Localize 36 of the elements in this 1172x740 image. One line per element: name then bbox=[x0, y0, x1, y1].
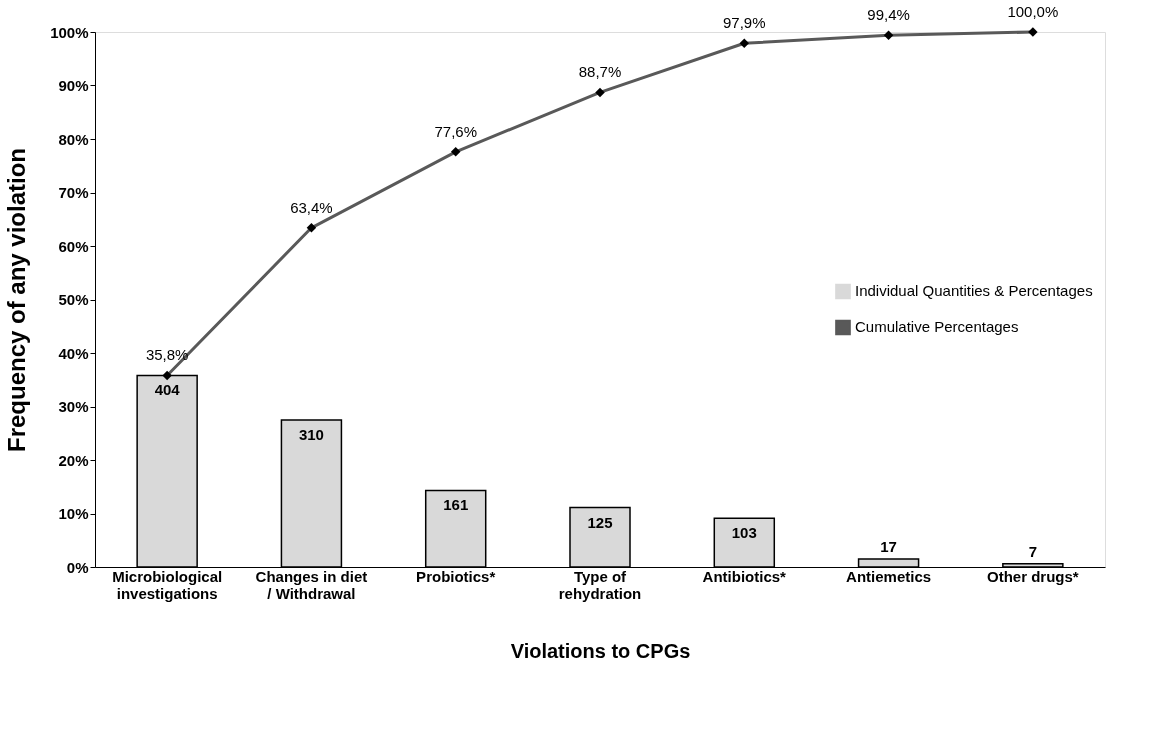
annotation: 161 bbox=[443, 496, 469, 514]
x-tick-label: Antibiotics* bbox=[702, 567, 787, 585]
annotation: 7 bbox=[1028, 542, 1038, 560]
x-tick-label: Probiotics* bbox=[416, 567, 496, 585]
y-tick-label: 70% bbox=[58, 184, 89, 201]
data-label: 100,0% bbox=[1007, 3, 1059, 20]
x-tick-label: Microbiological investigations bbox=[112, 567, 223, 602]
legend-label: Cumulative Percentages bbox=[855, 318, 1019, 336]
y-tick-label: 20% bbox=[58, 451, 89, 469]
annotation: 125 bbox=[587, 513, 613, 531]
y-tick-label: 40% bbox=[58, 344, 89, 362]
y-tick-label: 0% bbox=[66, 558, 89, 576]
y-tick-label: 100% bbox=[50, 23, 89, 41]
annotation: 103 bbox=[731, 524, 757, 542]
y-tick-label: 50% bbox=[58, 291, 89, 308]
y-axis-title: Frequency of any violation bbox=[3, 147, 31, 453]
y-tick-label: 90% bbox=[58, 77, 89, 94]
x-axis-title: Violations to CPGs bbox=[510, 639, 691, 662]
y-tick-label: 60% bbox=[58, 237, 89, 255]
data-label: 63,4% bbox=[290, 198, 333, 216]
data-label: 97,9% bbox=[723, 14, 766, 32]
data-label: 99,4% bbox=[867, 6, 910, 24]
x-tick-label: Changes in diet / Withdrawal bbox=[255, 567, 368, 602]
data-label: 88,7% bbox=[578, 63, 622, 81]
legend-label: Individual Quantities & Percentages bbox=[855, 282, 1093, 300]
annotation: 17 bbox=[880, 537, 897, 555]
annotation: 310 bbox=[298, 425, 324, 443]
x-tick-label: Other drugs* bbox=[987, 567, 1079, 585]
data-label: 35,8% bbox=[145, 346, 189, 364]
x-tick-label: Antiemetics bbox=[846, 567, 932, 585]
x-tick-label: Type of rehydration bbox=[558, 567, 642, 602]
y-tick-label: 80% bbox=[58, 130, 89, 148]
y-tick-label: 30% bbox=[58, 398, 89, 415]
y-tick-label: 10% bbox=[58, 505, 89, 522]
data-label: 77,6% bbox=[434, 122, 477, 140]
annotation: 404 bbox=[154, 381, 181, 399]
